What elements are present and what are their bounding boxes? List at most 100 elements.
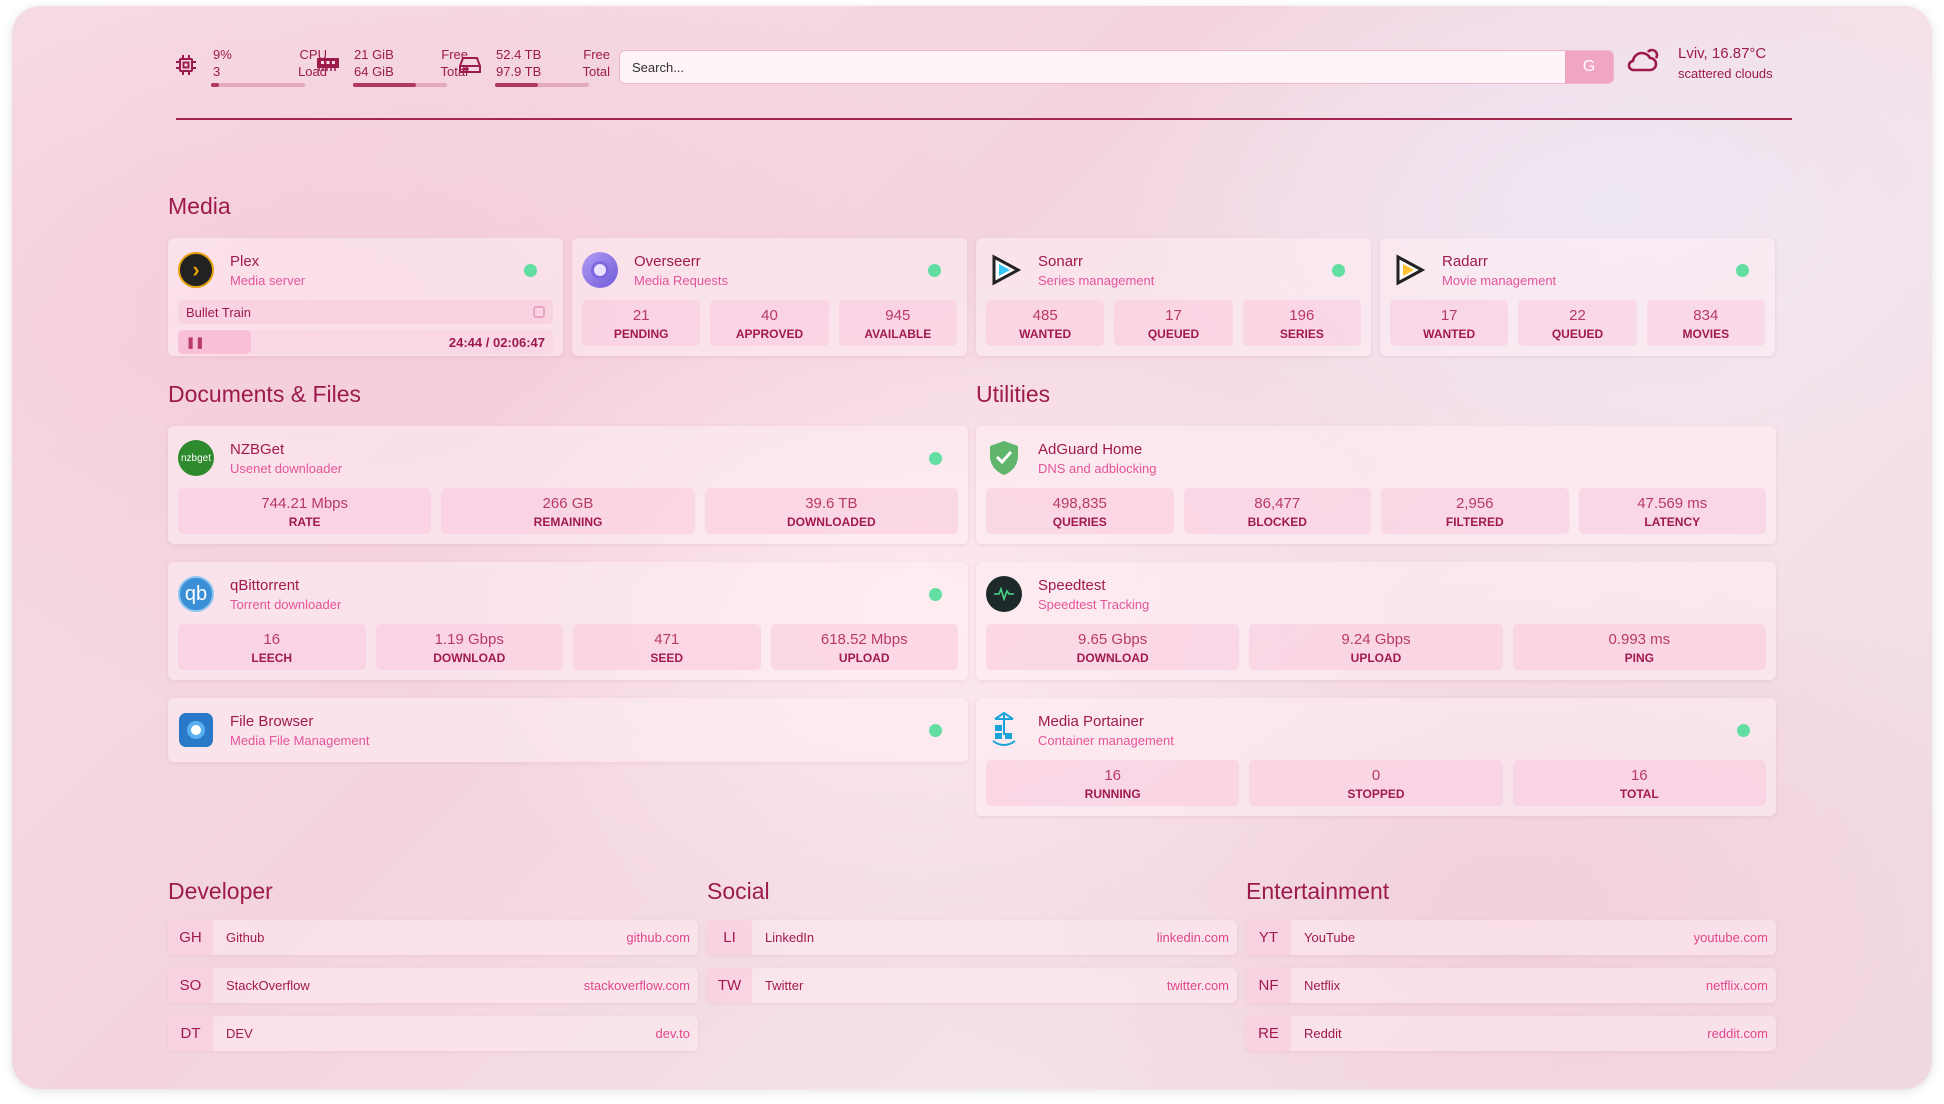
search-input[interactable] — [620, 51, 1565, 83]
bookmark-reddit[interactable]: RE Reddit reddit.com — [1246, 1016, 1776, 1051]
stat-value: 21 — [632, 307, 650, 324]
speedtest-icon — [986, 576, 1022, 612]
service-name[interactable]: Media Portainer — [1038, 712, 1144, 730]
card-title-block: NZBGet Usenet downloader — [230, 441, 342, 476]
stat-box: 0.993 ms PING — [1512, 624, 1766, 670]
now-playing-title-row: Bullet Train — [178, 300, 553, 324]
stat-box: 16 TOTAL — [1512, 760, 1766, 806]
stat-label: REMAINING — [533, 515, 603, 529]
stat-box: 1.19 Gbps DOWNLOAD — [375, 624, 563, 670]
service-description: DNS and adblocking — [1038, 460, 1157, 476]
sonarr-card[interactable]: Sonarr Series management 485 WANTED 17 QUEUED… — [976, 238, 1371, 356]
card-title-block: Overseerr Media Requests — [634, 253, 728, 288]
cpu-sub: 3 — [213, 64, 221, 79]
stats-row: 498,835 QUERIES 86,477 BLOCKED 2,956 FILTERED… — [986, 488, 1766, 534]
memory-label: Free — [441, 47, 468, 62]
stat-value: 471 — [654, 631, 680, 648]
file-browser-card[interactable]: File Browser Media File Management — [168, 698, 968, 762]
stat-value: 16 — [1104, 767, 1121, 784]
service-description: Container management — [1038, 732, 1174, 748]
bookmark-url: stackoverflow.com — [583, 978, 690, 993]
stat-value: 945 — [885, 307, 911, 324]
bookmark-abbr: DT — [168, 1016, 213, 1051]
stat-value: 2,956 — [1455, 495, 1494, 512]
service-name[interactable]: Speedtest — [1038, 576, 1106, 594]
stat-label: APPROVED — [735, 327, 804, 341]
stat-box: 9.24 Gbps UPLOAD — [1249, 624, 1503, 670]
plex-card[interactable]: › Plex Media server Bullet Train ❚❚ 24:44 / 0… — [168, 238, 563, 356]
stat-label: DOWNLOAD — [433, 651, 506, 665]
service-description: Usenet downloader — [230, 460, 343, 476]
service-name[interactable]: Overseerr — [634, 252, 701, 270]
memory-bar-fill — [353, 83, 416, 87]
memory-sublabel: Total — [440, 64, 468, 79]
service-name[interactable]: qBittorrent — [230, 576, 300, 594]
bookmark-abbr: LI — [707, 920, 752, 955]
cloud-sun-icon — [1626, 46, 1660, 79]
stats-row: 9.65 Gbps DOWNLOAD 9.24 Gbps UPLOAD 0.993 ms… — [986, 624, 1766, 670]
stat-label: UPLOAD — [838, 651, 890, 665]
media-portainer-card[interactable]: Media Portainer Container management 16 RUN… — [976, 698, 1776, 816]
service-name[interactable]: File Browser — [230, 712, 314, 730]
bookmark-name: Reddit — [1304, 1026, 1342, 1041]
card-header: Sonarr Series management — [986, 250, 1361, 290]
section-title-documents: Documents & Files — [168, 381, 362, 407]
bookmark-url: linkedin.com — [1156, 930, 1229, 945]
disk-sublabel: Total — [582, 64, 610, 79]
bookmark-netflix[interactable]: NF Netflix netflix.com — [1246, 968, 1776, 1003]
stat-value: 9.65 Gbps — [1078, 631, 1148, 648]
radarr-card[interactable]: Radarr Movie management 17 WANTED 22 QUEUED 83… — [1380, 238, 1775, 356]
overseerr-card[interactable]: Overseerr Media Requests 21 PENDING 40 APPROV… — [572, 238, 967, 356]
search-provider-button[interactable]: G — [1565, 51, 1613, 83]
stat-box: 17 QUEUED — [1114, 300, 1233, 346]
bookmark-url: youtube.com — [1693, 930, 1768, 945]
service-name[interactable]: AdGuard Home — [1038, 440, 1143, 458]
service-description: Media server — [230, 272, 306, 288]
stat-box: 266 GB REMAINING — [441, 488, 695, 534]
qbittorrent-card[interactable]: qb qBittorrent Torrent downloader 16 LEECH 1.… — [168, 562, 968, 680]
nzbget-card[interactable]: nzbget NZBGet Usenet downloader 744.21 Mbps… — [168, 426, 968, 544]
stat-value: 744.21 Mbps — [261, 495, 349, 512]
bookmark-stackoverflow[interactable]: SO StackOverflow stackoverflow.com — [168, 968, 698, 1003]
stat-label: AVAILABLE — [864, 327, 932, 341]
bookmark-linkedin[interactable]: LI LinkedIn linkedin.com — [707, 920, 1237, 955]
bookmark-twitter[interactable]: TW Twitter twitter.com — [707, 968, 1237, 1003]
bookmark-abbr: NF — [1246, 968, 1291, 1003]
stat-value: 1.19 Gbps — [434, 631, 504, 648]
service-name[interactable]: Plex — [230, 252, 260, 270]
card-header: Media Portainer Container management — [986, 710, 1766, 750]
service-name[interactable]: Sonarr — [1038, 252, 1084, 270]
sonarr-icon — [986, 252, 1022, 288]
qbittorrent-icon: qb — [178, 576, 214, 612]
disk-icon — [459, 55, 481, 80]
card-title-block: Sonarr Series management — [1038, 253, 1154, 288]
stream-info-icon[interactable] — [533, 306, 545, 318]
cpu-stat: 9% 3 CPU Load — [213, 46, 327, 80]
stat-label: WANTED — [1019, 327, 1072, 341]
bookmark-dev[interactable]: DT DEV dev.to — [168, 1016, 698, 1051]
bookmark-url: twitter.com — [1166, 978, 1229, 993]
adguard-home-card[interactable]: AdGuard Home DNS and adblocking 498,835 QUE… — [976, 426, 1776, 544]
disk-bar — [495, 83, 589, 87]
bookmark-youtube[interactable]: YT YouTube youtube.com — [1246, 920, 1776, 955]
stat-label: MOVIES — [1682, 327, 1730, 341]
stat-box: 40 APPROVED — [710, 300, 829, 346]
bookmark-name: Netflix — [1304, 978, 1341, 993]
stat-value: 0 — [1371, 767, 1381, 784]
card-title-block: Plex Media server — [230, 253, 305, 288]
service-description: Speedtest Tracking — [1038, 596, 1150, 612]
service-name[interactable]: Radarr — [1442, 252, 1488, 270]
stat-label: PENDING — [613, 327, 669, 341]
bookmark-github[interactable]: GH Github github.com — [168, 920, 698, 955]
service-name[interactable]: NZBGet — [230, 440, 285, 458]
speedtest-card[interactable]: Speedtest Speedtest Tracking 9.65 Gbps DOWN… — [976, 562, 1776, 680]
stat-box: 498,835 QUERIES — [986, 488, 1174, 534]
stat-box: 21 PENDING — [582, 300, 701, 346]
bookmark-abbr: TW — [707, 968, 752, 1003]
pause-icon[interactable]: ❚❚ — [186, 336, 205, 349]
stats-row: 485 WANTED 17 QUEUED 196 SERIES — [986, 300, 1361, 346]
status-indicator — [929, 452, 942, 465]
card-header: Speedtest Speedtest Tracking — [986, 574, 1766, 614]
service-description: Movie management — [1442, 272, 1557, 288]
status-indicator — [524, 264, 537, 277]
